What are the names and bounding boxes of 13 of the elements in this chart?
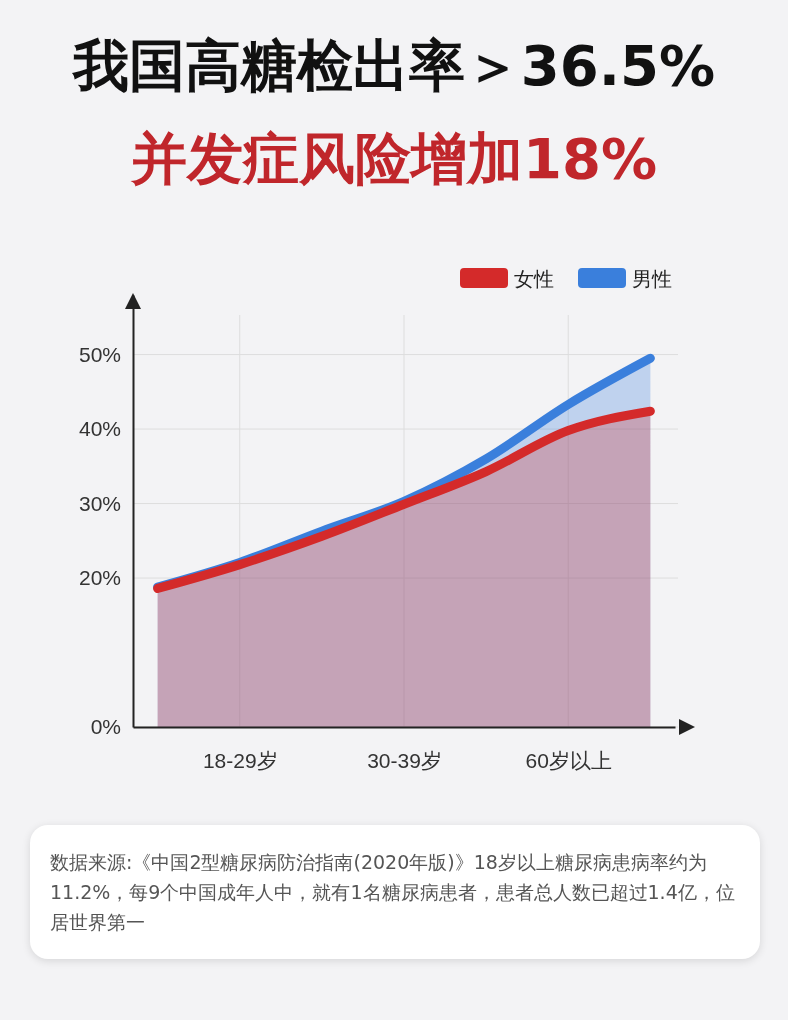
y-tick-label: 0% — [90, 715, 121, 739]
y-tick-label: 40% — [78, 417, 121, 441]
source-note: 数据来源:《中国2型糖尿病防治指南(2020年版)》18岁以上糖尿病患病率约为11.2%，每9个中国成年人中，就有1名糖尿病患者，患者总人数已超过1.4亿，位居世界第一 — [30, 825, 760, 959]
chart-title: 我国高糖检出率＞36.5% — [70, 33, 716, 98]
chart-subtitle: 并发症风险增加18% — [129, 126, 658, 191]
y-tick-label: 20% — [78, 566, 121, 590]
legend-label: 女性 — [514, 267, 554, 291]
x-tick-label: 30-39岁 — [367, 748, 442, 772]
x-tick-label: 60岁以上 — [525, 748, 612, 772]
x-tick-label: 18-29岁 — [202, 748, 278, 772]
legend-label: 男性 — [632, 267, 672, 291]
y-tick-label: 30% — [78, 491, 121, 515]
y-tick-label: 50% — [78, 342, 121, 366]
